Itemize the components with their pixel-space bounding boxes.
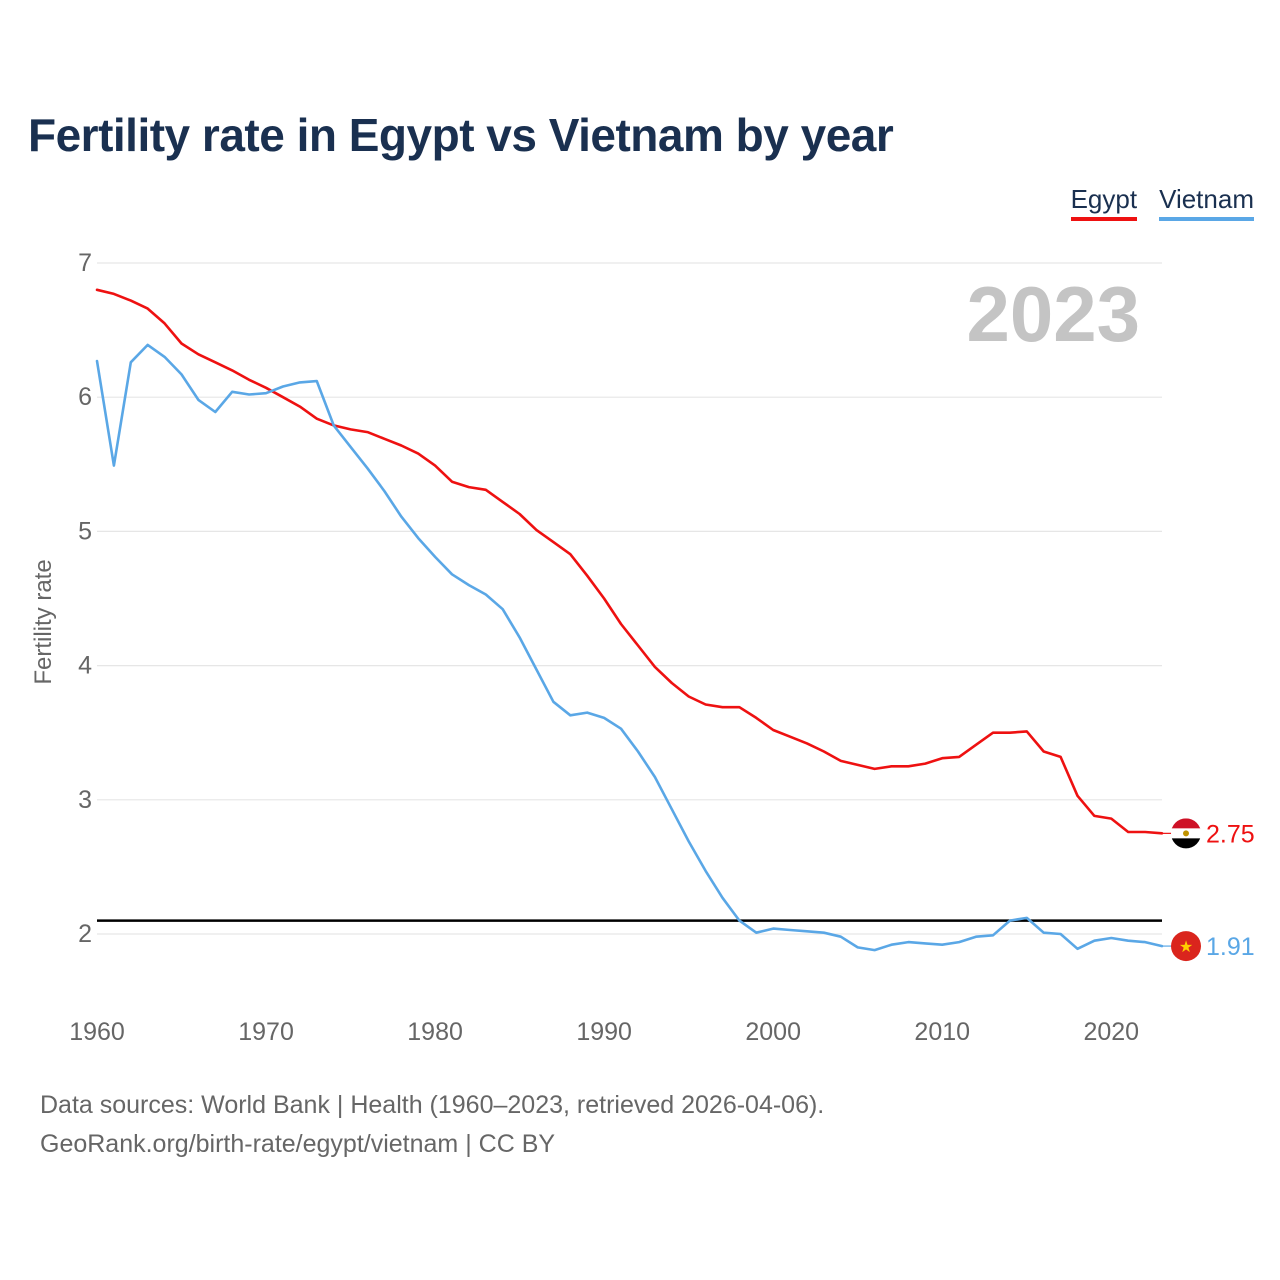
- y-tick-label-6: 6: [78, 383, 92, 411]
- vietnam-end-value-label: 1.91: [1206, 933, 1255, 961]
- source-notes: Data sources: World Bank | Health (1960–…: [40, 1086, 824, 1164]
- series-line-egypt: [95, 288, 1164, 835]
- x-tick-label-1960: 1960: [69, 1018, 125, 1046]
- y-tick-label-7: 7: [78, 249, 92, 277]
- chart-title: Fertility rate in Egypt vs Vietnam by ye…: [28, 109, 894, 161]
- y-tick-label-3: 3: [78, 786, 92, 814]
- x-tick-label-2000: 2000: [745, 1018, 801, 1046]
- vietnam-flag-star-icon: ★: [1179, 937, 1193, 956]
- legend-item-egypt[interactable]: Egypt: [1070, 184, 1138, 221]
- egypt-flag-icon: [1171, 818, 1201, 849]
- x-tick-label-1970: 1970: [238, 1018, 294, 1046]
- x-tick-label-2010: 2010: [914, 1018, 970, 1046]
- y-axis-label: Fertility rate: [30, 559, 57, 684]
- vietnam-flag-icon: [1171, 931, 1201, 962]
- egypt-end-value-label: 2.75: [1206, 820, 1255, 848]
- y-tick-label-4: 4: [78, 652, 92, 680]
- y-tick-label-2: 2: [78, 920, 92, 948]
- source-line-2: GeoRank.org/birth-rate/egypt/vietnam | C…: [40, 1130, 556, 1158]
- legend: Egypt Vietnam: [1070, 184, 1254, 221]
- x-tick-label-2020: 2020: [1083, 1018, 1139, 1046]
- x-tick-label-1990: 1990: [576, 1018, 632, 1046]
- year-watermark: 2023: [966, 270, 1140, 358]
- series-line-vietnam: [95, 343, 1164, 952]
- source-line-1: Data sources: World Bank | Health (1960–…: [40, 1091, 825, 1119]
- line-chart: 2 3 4 5 6 7 1960 1970 1980 1990 2000 2010 2020 Fertil…: [30, 249, 1255, 1046]
- x-tick-label-1980: 1980: [407, 1018, 463, 1046]
- y-tick-label-5: 5: [78, 517, 92, 545]
- legend-item-vietnam[interactable]: Vietnam: [1159, 184, 1254, 221]
